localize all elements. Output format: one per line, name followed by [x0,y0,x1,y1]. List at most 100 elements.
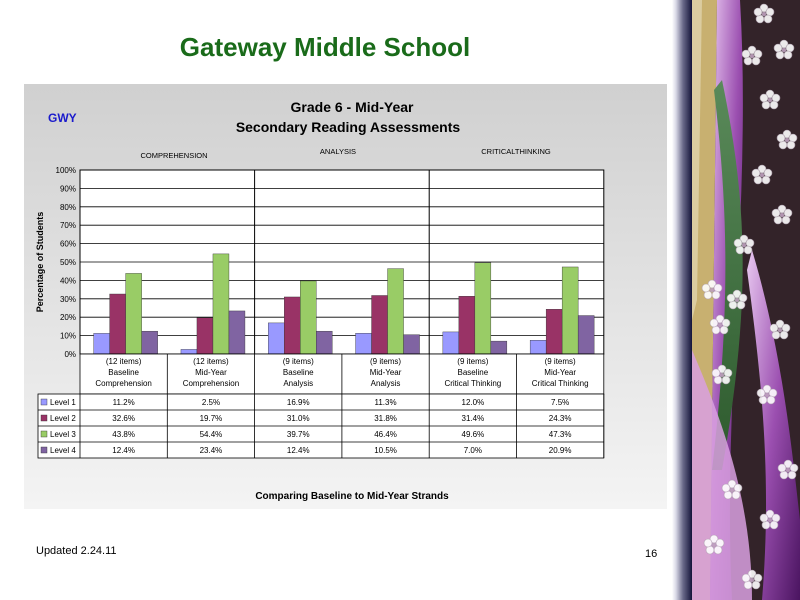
data-label: 2.5% [202,398,220,407]
data-label: 12.4% [287,446,310,455]
x-tick-label: (9 items) [370,357,401,366]
bar-level-3 [212,253,230,355]
bar-level-3 [387,268,404,355]
y-tick-label: 90% [60,184,76,193]
data-label: 10.5% [374,446,397,455]
data-label: 43.8% [112,430,135,439]
x-tick-label: Mid-Year [370,368,402,377]
slide-title: Gateway Middle School [179,32,471,62]
bar-level-3 [561,266,579,355]
bar-level-4 [577,315,595,355]
bar-level-4 [228,310,246,355]
bar-level-4 [141,330,158,355]
y-tick-label: 40% [60,276,76,285]
updated-date: Updated 2.24.11 [36,545,117,557]
legend-swatch [40,446,48,454]
y-tick-label: 30% [60,295,76,304]
bar-level-2 [109,293,126,355]
x-tick-label: Analysis [283,379,313,388]
data-label: 47.3% [549,430,572,439]
y-tick-label: 100% [56,166,76,175]
y-tick-label: 20% [60,313,76,322]
bar-level-3 [125,273,142,355]
code-label: GWY [48,111,77,125]
y-tick-label: 50% [60,258,76,267]
decorative-kimono-pattern [692,0,800,600]
data-label: 11.2% [113,398,135,407]
legend-label: Level 2 [50,414,76,423]
bar-level-1 [355,333,372,355]
data-label: 12.4% [112,446,135,455]
bar-level-2 [196,317,214,355]
x-tick-label: (12 items) [106,357,142,366]
chart-subtitle: Secondary Reading Assessments [236,119,461,135]
x-tick-label: Analysis [371,379,401,388]
x-tick-label: Comprehension [183,379,239,388]
data-label: 20.9% [549,446,572,455]
x-tick-label: (9 items) [545,357,576,366]
x-tick-label: Mid-Year [544,368,576,377]
x-tick-label: Critical Thinking [444,379,501,388]
bar-level-4 [316,330,333,355]
data-label: 7.0% [464,446,482,455]
x-tick-label: Comprehension [95,379,151,388]
y-tick-label: 70% [60,221,76,230]
strand-label: CRITICALTHINKING [481,147,551,156]
y-axis-label: Percentage of Students [35,212,45,313]
data-label: 12.0% [462,398,485,407]
bar-level-1 [93,333,110,355]
legend-label: Level 4 [50,446,76,455]
x-tick-label: (9 items) [457,357,488,366]
bar-level-3 [300,280,317,355]
data-label: 16.9% [287,398,310,407]
bar-level-1 [529,340,547,355]
x-tick-label: (12 items) [193,357,229,366]
strand-label: COMPREHENSION [140,151,207,160]
y-tick-label: 10% [60,332,76,341]
x-tick-label: Baseline [458,368,489,377]
data-label: 39.7% [287,430,310,439]
bar-level-1 [442,331,460,355]
x-axis-label: Comparing Baseline to Mid-Year Strands [255,491,449,502]
chart-panel: GWY Grade 6 - Mid-Year Secondary Reading A… [24,84,667,509]
side-border [672,0,692,600]
chart-title: Grade 6 - Mid-Year [291,99,414,115]
x-tick-label: Mid-Year [195,368,227,377]
x-tick-label: Baseline [283,368,314,377]
data-label: 31.0% [287,414,310,423]
x-tick-label: (9 items) [283,357,314,366]
data-label: 32.6% [112,414,135,423]
bar-level-4 [490,340,508,355]
data-label: 24.3% [549,414,572,423]
legend-swatch [40,414,48,422]
data-label: 23.4% [200,446,223,455]
bar-level-4 [403,334,420,355]
chart-svg: GWY Grade 6 - Mid-Year Secondary Reading A… [35,99,605,502]
strand-label: ANALYSIS [320,147,356,156]
bar-level-3 [474,262,492,355]
data-label: 49.6% [462,430,485,439]
data-label: 54.4% [200,430,223,439]
y-tick-label: 80% [60,203,76,212]
bar-level-1 [180,349,198,355]
legend-swatch [40,398,48,406]
page-number: 16 [645,548,658,560]
bar-level-2 [545,309,563,355]
legend-label: Level 1 [50,398,76,407]
y-tick-label: 0% [64,350,76,359]
data-label: 11.3% [375,398,397,407]
bar-level-2 [458,296,476,355]
x-tick-label: Critical Thinking [532,379,589,388]
data-label: 31.4% [462,414,485,423]
legend-label: Level 3 [50,430,76,439]
data-label: 7.5% [551,398,569,407]
data-label: 46.4% [374,430,397,439]
bar-level-2 [371,295,388,355]
bar-level-2 [284,296,301,355]
legend-swatch [40,430,48,438]
bar-level-1 [268,322,285,355]
data-label: 19.7% [200,414,223,423]
x-tick-label: Baseline [108,368,139,377]
data-label: 31.8% [374,414,397,423]
y-tick-label: 60% [60,240,76,249]
